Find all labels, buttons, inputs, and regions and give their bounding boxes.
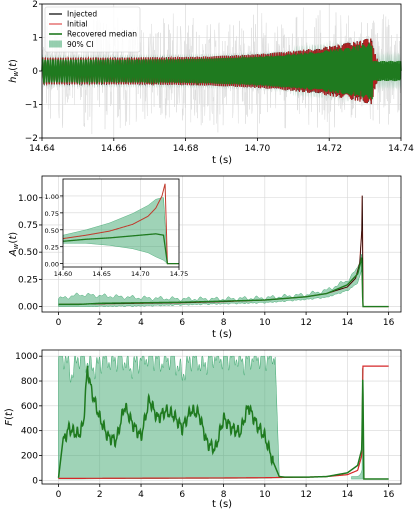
p3-ytick-label: 200 — [21, 451, 38, 461]
legend-label-median: Recovered median — [67, 30, 137, 39]
p3-xtick-label: 10 — [259, 490, 271, 500]
p1-xtick-label: 14.68 — [173, 144, 199, 154]
p1-xtick-label: 14.66 — [101, 144, 127, 154]
p2-ytick-label: 0.75 — [18, 221, 38, 231]
p2-xtick-label: 4 — [138, 318, 144, 328]
p2-xtick-label: 6 — [179, 318, 185, 328]
frequency-panel: 0 2 4 6 8 10 12 14 16 0 200 400 600 800 1000 t (s) F(t… — [4, 349, 402, 510]
p2-ytick-label: 0.50 — [18, 248, 38, 258]
p2-xtick-label: 2 — [97, 318, 103, 328]
p3-ytick-label: 0 — [32, 476, 38, 486]
p1-xlabel: t (s) — [212, 155, 232, 166]
inset-xtick-label: 14.70 — [131, 270, 150, 278]
p2-ytick-label: 0.00 — [18, 303, 38, 313]
legend-patch-ci — [49, 40, 62, 48]
p3-xtick-label: 2 — [97, 490, 103, 500]
p3-ytick-label: 600 — [21, 402, 38, 412]
inset-ytick-label: 0.00 — [45, 261, 59, 269]
inset-ticks: 14.60 14.65 14.70 14.75 0.00 0.25 0.50 0.75 1.00 — [45, 193, 189, 278]
inset-xtick-label: 14.75 — [170, 270, 189, 278]
inset-xtick-label: 14.60 — [54, 270, 73, 278]
inset-line-initial — [62, 183, 179, 265]
p1-ytick-label: 0 — [32, 67, 38, 77]
inset-ytick-label: 1.00 — [45, 193, 59, 201]
waveform-panel: 14.64 14.66 14.68 14.70 14.72 14.74 −2 −1 0 1 2 t … — [8, 0, 414, 166]
p2-lines — [58, 195, 389, 308]
p2-xtick-label: 8 — [221, 318, 227, 328]
legend-label-ci: 90% CI — [67, 40, 94, 49]
p3-xtick-label: 16 — [383, 490, 395, 500]
p1-ytick-label: −1 — [25, 101, 38, 111]
p2-xtick-label: 12 — [300, 318, 311, 328]
p2-xtick-label: 0 — [56, 318, 62, 328]
p2-xlabel: t (s) — [212, 329, 232, 340]
inset-ytick-label: 0.50 — [45, 227, 59, 235]
p1-xtick-label: 14.74 — [388, 144, 414, 154]
legend-label-injected: Injected — [67, 10, 97, 19]
p3-lines — [57, 365, 389, 480]
inset-ytick-label: 0.25 — [45, 244, 59, 252]
p1-ytick-label: 2 — [32, 0, 38, 10]
p1-lines — [41, 38, 402, 105]
p1-line-median — [41, 43, 402, 100]
p3-xtick-label: 6 — [179, 490, 185, 500]
legend-label-initial: Initial — [67, 20, 88, 29]
p3-xtick-label: 4 — [138, 490, 144, 500]
p2-ticks: 0 2 4 6 8 10 12 14 16 0.00 0.25 0.50 0.75 1.00 — [18, 194, 395, 328]
p2-ylabel: Aw(t) — [8, 232, 20, 257]
p2-ytick-label: 0.25 — [18, 275, 38, 285]
p1-legend: Injected Initial Recovered median 90% CI — [44, 6, 141, 53]
p3-ticks: 0 2 4 6 8 10 12 14 16 0 200 400 600 800 1000 — [15, 352, 395, 500]
p2-ytick-label: 1.00 — [18, 194, 38, 204]
p3-xtick-label: 8 — [221, 490, 227, 500]
p1-xtick-label: 14.64 — [29, 144, 55, 154]
p3-ylabel: F(t) — [4, 408, 15, 426]
inset-xtick-label: 14.65 — [92, 270, 111, 278]
p3-xlabel: t (s) — [212, 499, 232, 510]
p3-ytick-label: 400 — [21, 427, 38, 437]
p1-ytick-label: −2 — [25, 134, 38, 144]
p3-ci-band — [58, 355, 364, 480]
p2-xtick-label: 14 — [342, 318, 354, 328]
p2-frame — [41, 175, 402, 313]
p3-xtick-label: 14 — [342, 490, 354, 500]
amplitude-inset: 14.60 14.65 14.70 14.75 0.00 0.25 0.50 0.75 1.00 — [45, 178, 189, 278]
legend-box — [44, 6, 141, 53]
inset-lines — [62, 183, 179, 265]
p3-ci-spike — [351, 368, 364, 480]
p1-xtick-label: 14.72 — [316, 144, 342, 154]
inset-ytick-label: 0.75 — [45, 210, 59, 218]
p2-xtick-label: 10 — [259, 318, 271, 328]
p2-line-median — [58, 257, 389, 308]
p3-frame — [41, 349, 402, 485]
p3-xtick-label: 12 — [300, 490, 311, 500]
p1-ytick-label: 1 — [32, 34, 38, 44]
p1-xtick-label: 14.70 — [245, 144, 271, 154]
p1-ylabel: hw(t) — [8, 59, 20, 83]
p3-xtick-label: 0 — [56, 490, 62, 500]
inset-frame — [62, 178, 180, 268]
p2-xtick-label: 16 — [383, 318, 395, 328]
p3-ytick-label: 1000 — [15, 352, 38, 362]
p3-ytick-label: 800 — [21, 377, 38, 387]
p1-ticks: 14.64 14.66 14.68 14.70 14.72 14.74 −2 −1 0 1 2 — [25, 0, 414, 154]
amplitude-panel: 0 2 4 6 8 10 12 14 160.000.250.500.751.00 t (s) … — [8, 175, 402, 340]
inset-line-median — [62, 233, 179, 265]
p3-line-median — [57, 365, 389, 480]
